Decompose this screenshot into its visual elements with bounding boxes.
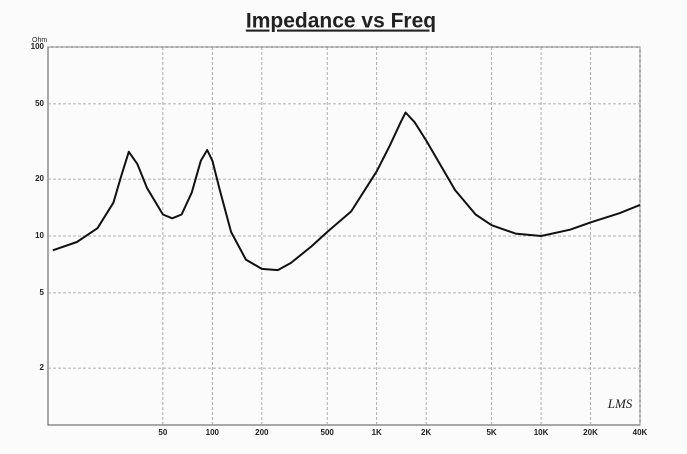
- x-tick-label: 40K: [633, 428, 648, 437]
- y-tick-label: 10: [35, 231, 44, 240]
- x-tick-label: 50: [158, 428, 167, 437]
- y-tick-label: 2: [40, 363, 45, 372]
- x-tick-label: 20K: [583, 428, 598, 437]
- chart-title: Impedance vs Freq: [246, 10, 436, 33]
- y-tick-label: 20: [35, 174, 44, 183]
- signature: LMS: [607, 396, 633, 411]
- y-tick-label: 5: [40, 288, 45, 297]
- y-tick-label: 50: [35, 99, 44, 108]
- x-tick-label: 5K: [486, 428, 496, 437]
- x-tick-label: 500: [321, 428, 335, 437]
- y-unit: Ohm: [32, 37, 47, 44]
- x-tick-label: 1K: [372, 428, 382, 437]
- x-tick-label: 100: [206, 428, 220, 437]
- x-tick-label: 200: [255, 428, 269, 437]
- x-tick-label: 10K: [534, 428, 549, 437]
- impedance-line: [52, 111, 641, 272]
- x-tick-label: 2K: [421, 428, 431, 437]
- y-tick-label: 100: [31, 42, 45, 51]
